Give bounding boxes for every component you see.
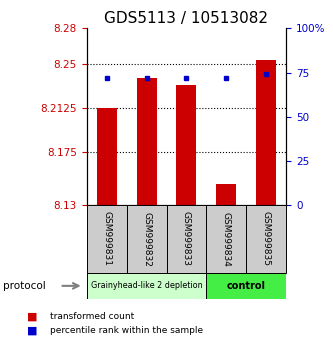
Text: Grainyhead-like 2 depletion: Grainyhead-like 2 depletion [91, 281, 202, 290]
Text: GSM999835: GSM999835 [262, 211, 271, 267]
Title: GDS5113 / 10513082: GDS5113 / 10513082 [105, 11, 268, 26]
FancyBboxPatch shape [166, 205, 206, 273]
Bar [176, 85, 196, 205]
Text: ■: ■ [27, 326, 37, 336]
FancyBboxPatch shape [246, 205, 286, 273]
Text: percentile rank within the sample: percentile rank within the sample [50, 326, 203, 336]
FancyBboxPatch shape [87, 273, 206, 299]
Text: ■: ■ [27, 312, 37, 322]
Bar [97, 108, 117, 205]
Text: control: control [227, 281, 266, 291]
Text: GSM999832: GSM999832 [142, 211, 151, 267]
Bar [137, 78, 157, 205]
Text: protocol: protocol [3, 281, 46, 291]
Text: transformed count: transformed count [50, 312, 134, 321]
Text: GSM999831: GSM999831 [102, 211, 111, 267]
FancyBboxPatch shape [127, 205, 166, 273]
Bar [256, 60, 276, 205]
Text: GSM999834: GSM999834 [222, 211, 231, 267]
Text: GSM999833: GSM999833 [182, 211, 191, 267]
FancyBboxPatch shape [87, 205, 127, 273]
FancyBboxPatch shape [206, 273, 286, 299]
Bar [216, 184, 236, 205]
FancyBboxPatch shape [206, 205, 246, 273]
